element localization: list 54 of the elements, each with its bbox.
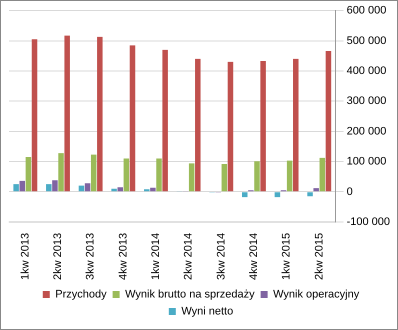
bar [90, 154, 96, 192]
bar [20, 180, 26, 192]
y-tick-label: -100 000 [346, 216, 390, 228]
bar [195, 58, 201, 192]
bar [124, 158, 130, 192]
y-tick-label: 300 000 [346, 95, 386, 108]
bar [13, 184, 19, 192]
x-tick-label: 1kw 2015 [280, 232, 293, 280]
bar [326, 51, 332, 192]
y-tick-label: 0 [346, 186, 353, 198]
bar [46, 184, 52, 192]
bar [228, 62, 234, 192]
bar [293, 58, 299, 192]
bar [78, 186, 84, 192]
y-tick-label: 600 000 [346, 4, 386, 17]
x-tick-label: 4kw 2014 [248, 232, 260, 280]
bar [307, 192, 313, 196]
bar [84, 183, 90, 192]
bar [58, 153, 64, 192]
x-tick-label: 2kw 2014 [182, 232, 195, 280]
bar [222, 164, 228, 192]
legend-label: Wynik operacyjny [273, 288, 360, 301]
bar [26, 157, 32, 192]
bar [97, 36, 103, 192]
x-tick-label: 3kw 2013 [84, 232, 97, 280]
y-tick-label: 500 000 [346, 34, 386, 47]
bar [274, 192, 280, 198]
legend-label: Wynik brutto na sprzedaży [125, 288, 256, 301]
bar [32, 39, 38, 192]
x-tick-label: 2kw 2015 [313, 232, 326, 280]
bar [156, 158, 162, 192]
bar [242, 192, 248, 198]
bar [254, 161, 260, 192]
bar [188, 163, 194, 192]
x-tick-label: 4kw 2013 [117, 232, 130, 280]
y-tick-label: 400 000 [346, 65, 386, 78]
x-tick-label: 3kw 2014 [215, 232, 228, 280]
x-tick-label: 1kw 2013 [19, 232, 32, 280]
bar [162, 50, 168, 192]
bar [111, 188, 117, 192]
y-tick-label: 100 000 [346, 156, 386, 168]
x-tick-label: 1kw 2014 [150, 232, 162, 280]
y-tick-label: 200 000 [346, 125, 386, 138]
bar [313, 188, 319, 192]
bar [52, 180, 58, 192]
bar [320, 158, 326, 192]
bar [286, 160, 292, 192]
legend-label: Wyni netto [181, 306, 234, 318]
bar [64, 36, 70, 192]
bar [260, 61, 266, 192]
legend-label: Przychody [55, 288, 108, 301]
bar [130, 45, 136, 192]
bar [117, 187, 123, 192]
x-tick-label: 2kw 2013 [52, 232, 64, 280]
